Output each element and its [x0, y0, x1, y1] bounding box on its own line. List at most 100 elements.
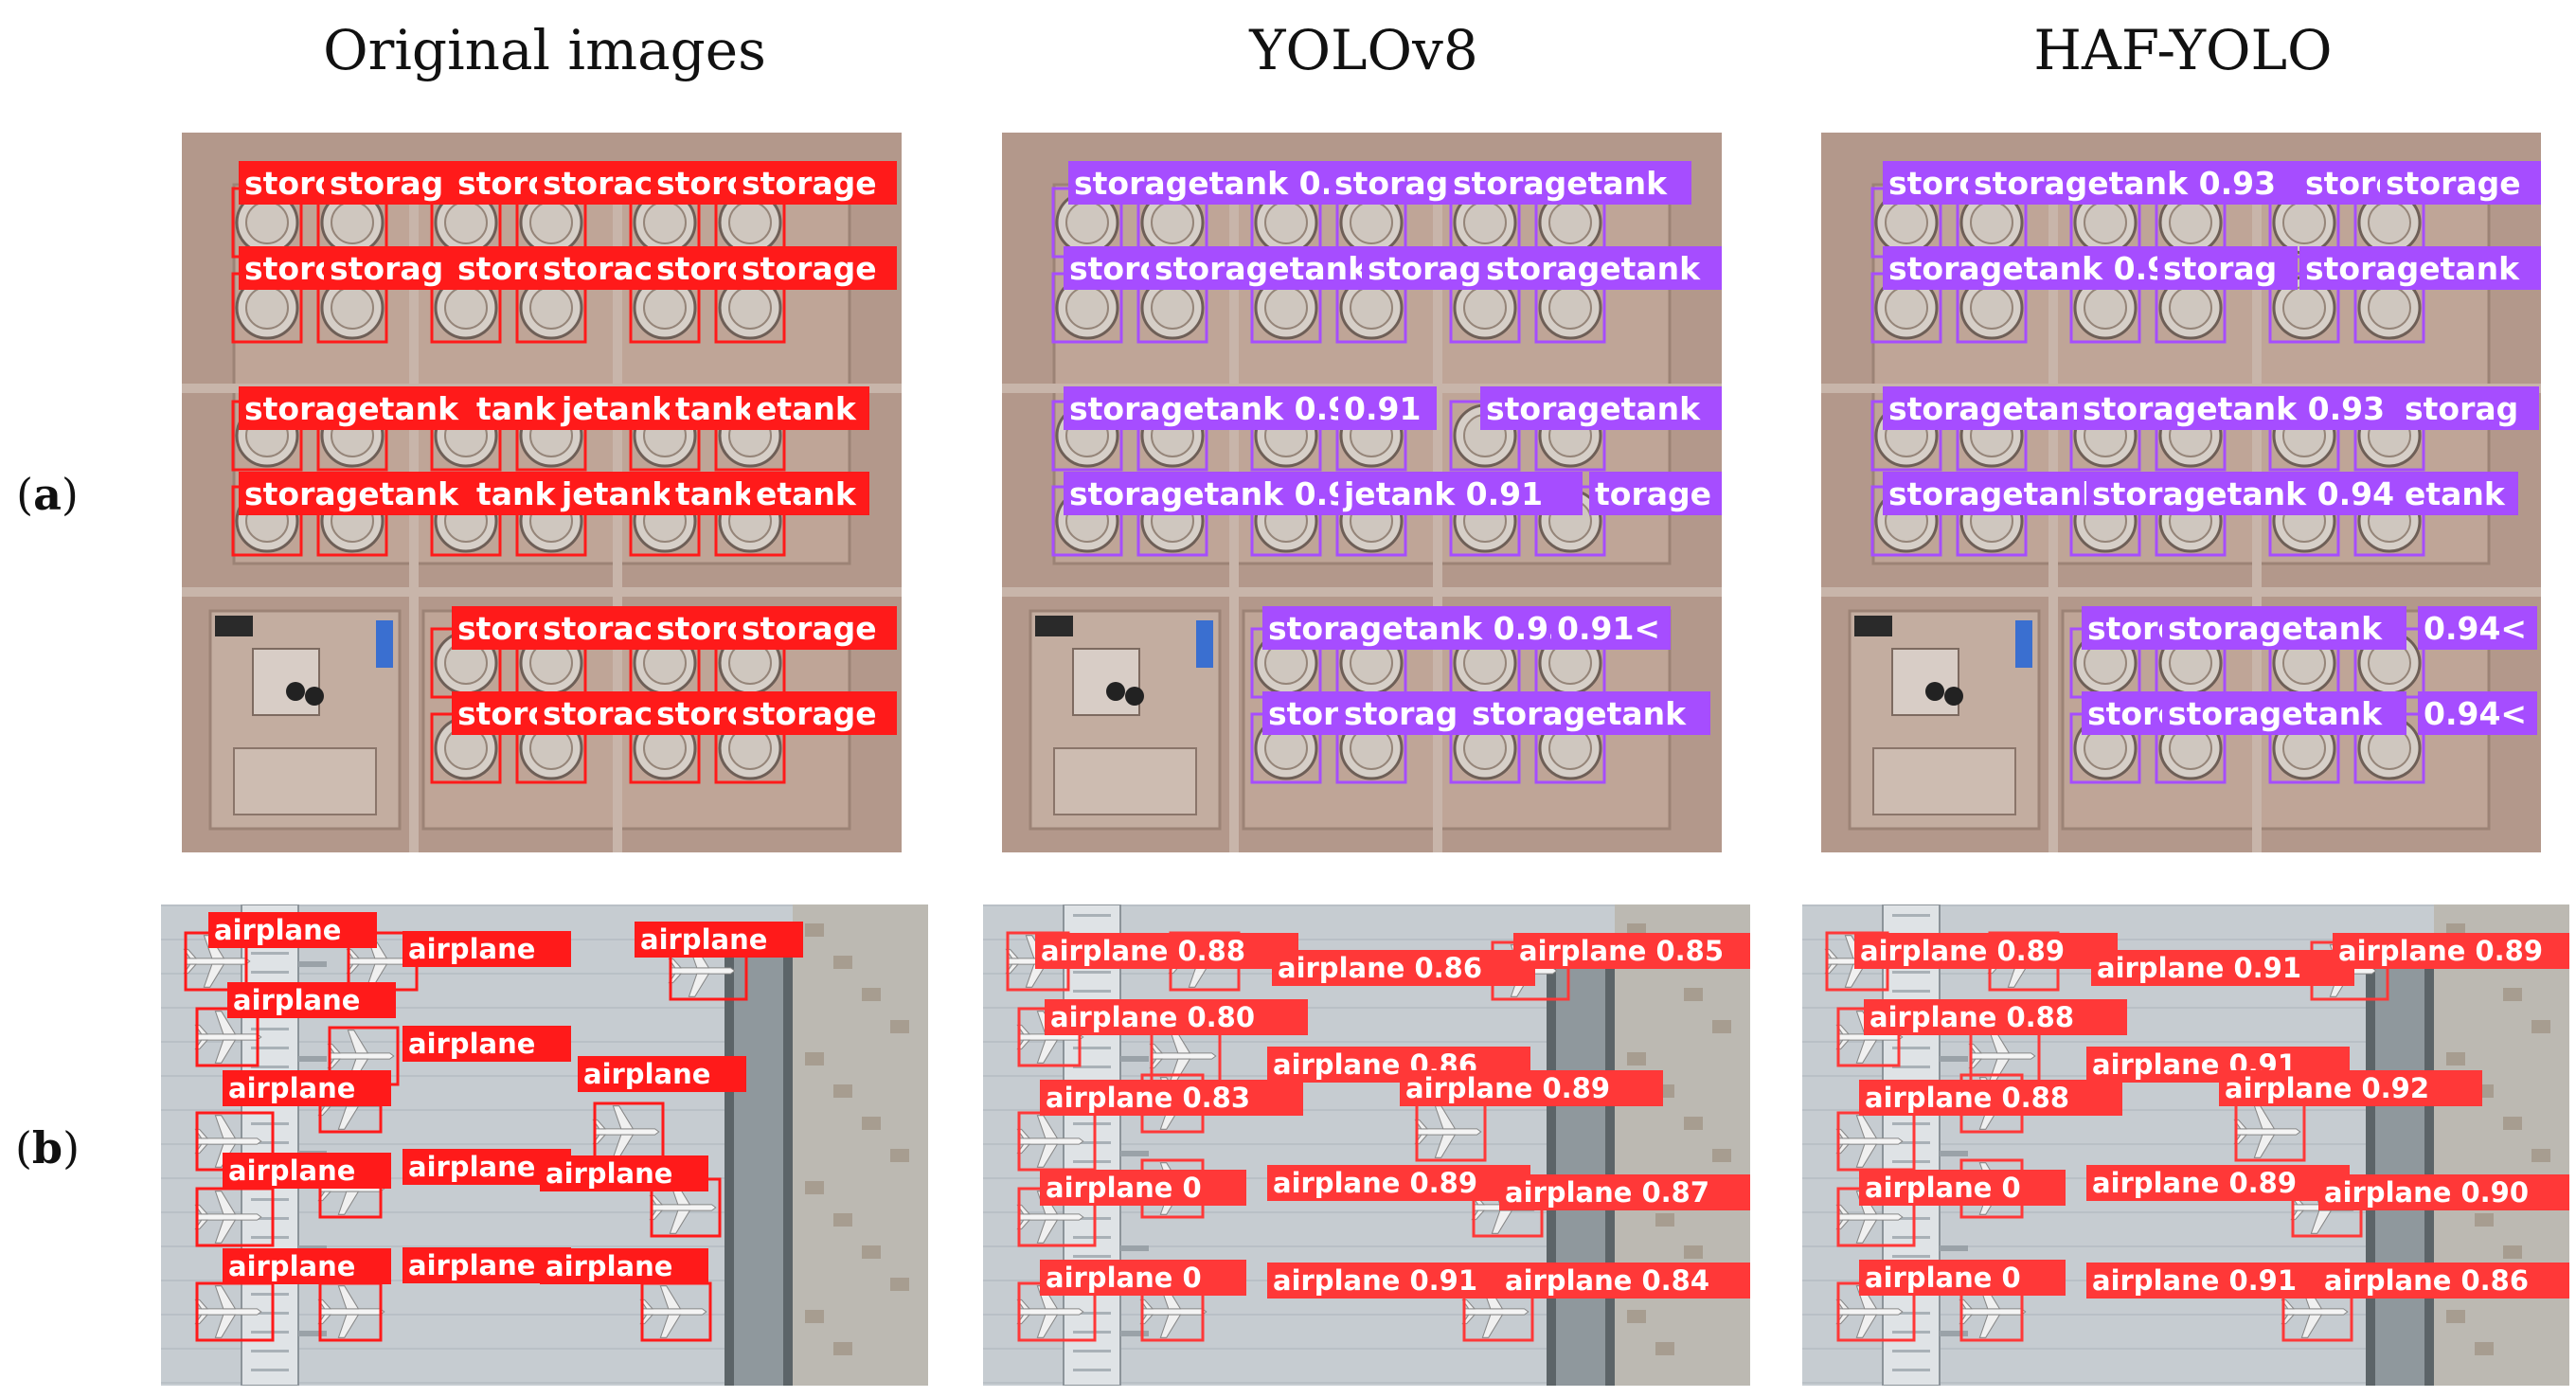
detection-label: storagetank: [1888, 390, 2103, 427]
detection-label: airplane 0.92: [2225, 1072, 2429, 1104]
detection-label-bg: [670, 472, 752, 515]
detection-label: storc: [656, 610, 745, 647]
detection-label-bg: [2418, 606, 2537, 650]
detection-label-bg: [2418, 691, 2537, 735]
detection-label-bg: [452, 161, 539, 205]
detection-label-bg: [2299, 246, 2541, 290]
detection-label: airplane 0.91: [1273, 1264, 1477, 1297]
detection-label-bg: [1883, 386, 2079, 430]
detection-label-bg: [1068, 161, 1331, 205]
detection-label: airplane 0.89: [2338, 935, 2543, 967]
detection-label-bg: [750, 386, 869, 430]
row-label-a: (a): [16, 469, 79, 520]
detection-label-bg: [1589, 472, 1722, 515]
detection-label: airplane 0.89: [1405, 1072, 1610, 1104]
detection-label-bg: [1883, 472, 2088, 515]
detection-label-bg: [1338, 472, 1583, 515]
detection-label: airplane 0.91: [2092, 1264, 2297, 1297]
panel-a-yolov8-image: storagetank 0.92 storag storagetank storc st…: [1002, 133, 1722, 852]
detection-label-bg: [1040, 1260, 1246, 1296]
detection-label: tank: [476, 390, 557, 427]
panel-b-yolov8-image: airplane 0.88 airplane 0.86 airplane 0.85 a…: [983, 904, 1750, 1386]
detection-label-bg: [2086, 472, 2401, 515]
detection-label-bg: [1064, 246, 1151, 290]
detection-label: airplane: [214, 914, 341, 946]
detection-label: airplane: [228, 1072, 355, 1104]
detection-label-bg: [2299, 161, 2382, 205]
detection-label-bg: [2162, 691, 2406, 735]
detection-label: storagetank: [1486, 250, 1701, 287]
detection-label: storag: [330, 165, 443, 202]
detection-label: storc: [457, 250, 546, 287]
detection-label-bg: [1262, 691, 1340, 735]
detection-label: tank: [675, 475, 756, 512]
detection-label-bg: [1499, 1263, 1750, 1298]
column-title-haf-yolo: HAF-YOLO: [2033, 18, 2333, 82]
detection-label-bg: [1035, 933, 1298, 969]
panel-a-original-image: storc storag storc storac storc storage storc s…: [182, 133, 902, 852]
detection-label-bg: [1883, 246, 2159, 290]
detection-label-bg: [1064, 472, 1340, 515]
detection-label-bg: [651, 161, 738, 205]
detection-label: storagetank 0.93: [1268, 610, 1570, 647]
detection-label-bg: [1864, 999, 2127, 1035]
detection-label-bg: [556, 386, 671, 430]
detection-label: storagetank 0.93: [2083, 390, 2385, 427]
detection-label-bg: [1968, 161, 2301, 205]
detection-label: jetank 0.91: [1342, 475, 1543, 512]
detection-label: storagetank: [1154, 250, 1369, 287]
detection-label: airplane 0.90: [2324, 1176, 2529, 1209]
detection-label: storagetank: [244, 390, 459, 427]
detection-label: storage: [742, 610, 877, 647]
detection-label: storage: [742, 695, 877, 732]
detection-label: airplane 0.84: [1505, 1264, 1709, 1297]
detection-label-bg: [537, 606, 653, 650]
detection-label: airplane 0.83: [1046, 1082, 1250, 1114]
detection-label: airplane: [546, 1250, 672, 1282]
detection-label: airplane: [233, 984, 360, 1016]
detection-label-bg: [2082, 691, 2164, 735]
detection-label: airplane: [408, 933, 535, 965]
row-label-b: (b): [14, 1122, 80, 1173]
detection-label-bg: [736, 161, 897, 205]
detection-label-bg: [2091, 950, 2354, 986]
detection-label-bg: [1149, 246, 1364, 290]
detection-label: storac: [543, 250, 653, 287]
detection-label: airplane 0.89: [2092, 1167, 2297, 1199]
detection-label-bg: [578, 1056, 746, 1092]
detection-label: storc: [244, 165, 333, 202]
detection-label: airplane: [408, 1151, 535, 1183]
detection-label-bg: [670, 386, 752, 430]
detection-label-bg: [2086, 1165, 2350, 1201]
detection-label-bg: [1064, 386, 1340, 430]
detection-label-bg: [1045, 999, 1308, 1035]
detection-label: storc: [2305, 165, 2394, 202]
detection-label-bg: [1854, 933, 2118, 969]
detection-label-bg: [1447, 161, 1691, 205]
detection-label: storagetank 0.92: [1074, 165, 1376, 202]
detection-label-bg: [2077, 386, 2401, 430]
detection-label: airplane 0.89: [1860, 935, 2065, 967]
detection-label-bg: [1362, 246, 1482, 290]
detection-label-bg: [239, 161, 326, 205]
detection-label-bg: [750, 472, 869, 515]
detection-label-bg: [537, 691, 653, 735]
detection-label-bg: [1480, 246, 1722, 290]
detection-label: storagetank: [1453, 165, 1668, 202]
detection-label-bg: [2082, 606, 2164, 650]
detection-label-bg: [2219, 1070, 2482, 1106]
panel-a-haf-yolo-image: storc storagetank 0.93 storc storage storage…: [1821, 133, 2541, 852]
detection-label: airplane 0.88: [1041, 935, 1245, 967]
detection-label-bg: [402, 1026, 571, 1062]
detection-label-bg: [540, 1248, 708, 1284]
detection-label-bg: [1551, 606, 1671, 650]
detection-label: storage: [742, 165, 877, 202]
detection-label-bg: [223, 1070, 391, 1106]
detection-label: airplane 0: [1046, 1262, 1202, 1294]
detection-label-bg: [223, 1248, 391, 1284]
detection-label: storag: [1334, 165, 1448, 202]
detection-label-bg: [239, 472, 473, 515]
detection-label-bg: [736, 606, 897, 650]
detection-label-bg: [1272, 950, 1535, 986]
detection-label: storagetank 0.95: [1888, 250, 2191, 287]
